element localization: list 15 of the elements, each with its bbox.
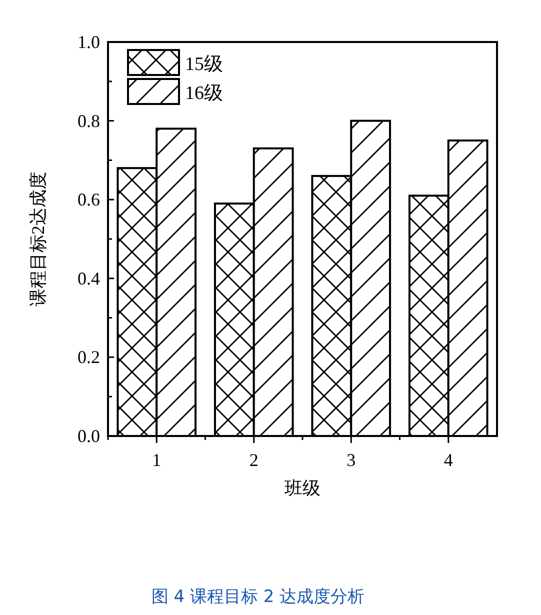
y-tick-label: 0.2 — [78, 347, 100, 368]
caption: 图 4 课程目标 2 达成度分析 — [151, 587, 365, 607]
y-tick-label: 0.6 — [78, 190, 100, 210]
y-tick-label: 0.4 — [78, 268, 100, 288]
x-tick-label: 2 — [249, 450, 258, 470]
y-tick-label: 0.0 — [78, 426, 100, 446]
y-tick-label: 0.8 — [78, 110, 100, 131]
x-tick-label: 1 — [152, 450, 162, 470]
x-tick-label: 3 — [346, 450, 356, 470]
x-tick-label: 4 — [444, 450, 453, 470]
legend-label: 16级 — [185, 83, 223, 104]
legend-label: 15级 — [185, 54, 223, 75]
x-axis-title: 班级 — [284, 478, 320, 498]
y-tick-label: 1.0 — [78, 32, 100, 52]
y-axis-title: 课程目标2达成度 — [28, 172, 48, 306]
